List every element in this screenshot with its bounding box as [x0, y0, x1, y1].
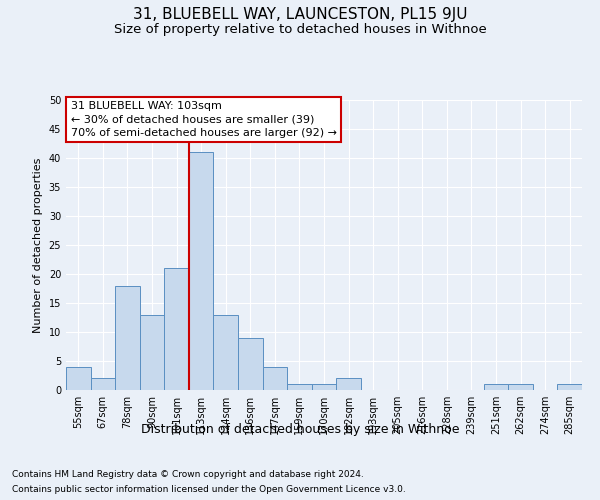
Bar [557, 384, 582, 390]
Bar [508, 384, 533, 390]
Bar [164, 268, 189, 390]
Bar [91, 378, 115, 390]
Text: 31 BLUEBELL WAY: 103sqm
← 30% of detached houses are smaller (39)
70% of semi-de: 31 BLUEBELL WAY: 103sqm ← 30% of detache… [71, 101, 337, 138]
Text: Contains public sector information licensed under the Open Government Licence v3: Contains public sector information licen… [12, 485, 406, 494]
Bar [189, 152, 214, 390]
Bar [484, 384, 508, 390]
Text: Size of property relative to detached houses in Withnoe: Size of property relative to detached ho… [113, 22, 487, 36]
Bar [140, 314, 164, 390]
Text: 31, BLUEBELL WAY, LAUNCESTON, PL15 9JU: 31, BLUEBELL WAY, LAUNCESTON, PL15 9JU [133, 8, 467, 22]
Bar [115, 286, 140, 390]
Text: Distribution of detached houses by size in Withnoe: Distribution of detached houses by size … [141, 422, 459, 436]
Y-axis label: Number of detached properties: Number of detached properties [33, 158, 43, 332]
Text: Contains HM Land Registry data © Crown copyright and database right 2024.: Contains HM Land Registry data © Crown c… [12, 470, 364, 479]
Bar [312, 384, 336, 390]
Bar [66, 367, 91, 390]
Bar [238, 338, 263, 390]
Bar [263, 367, 287, 390]
Bar [214, 314, 238, 390]
Bar [336, 378, 361, 390]
Bar [287, 384, 312, 390]
